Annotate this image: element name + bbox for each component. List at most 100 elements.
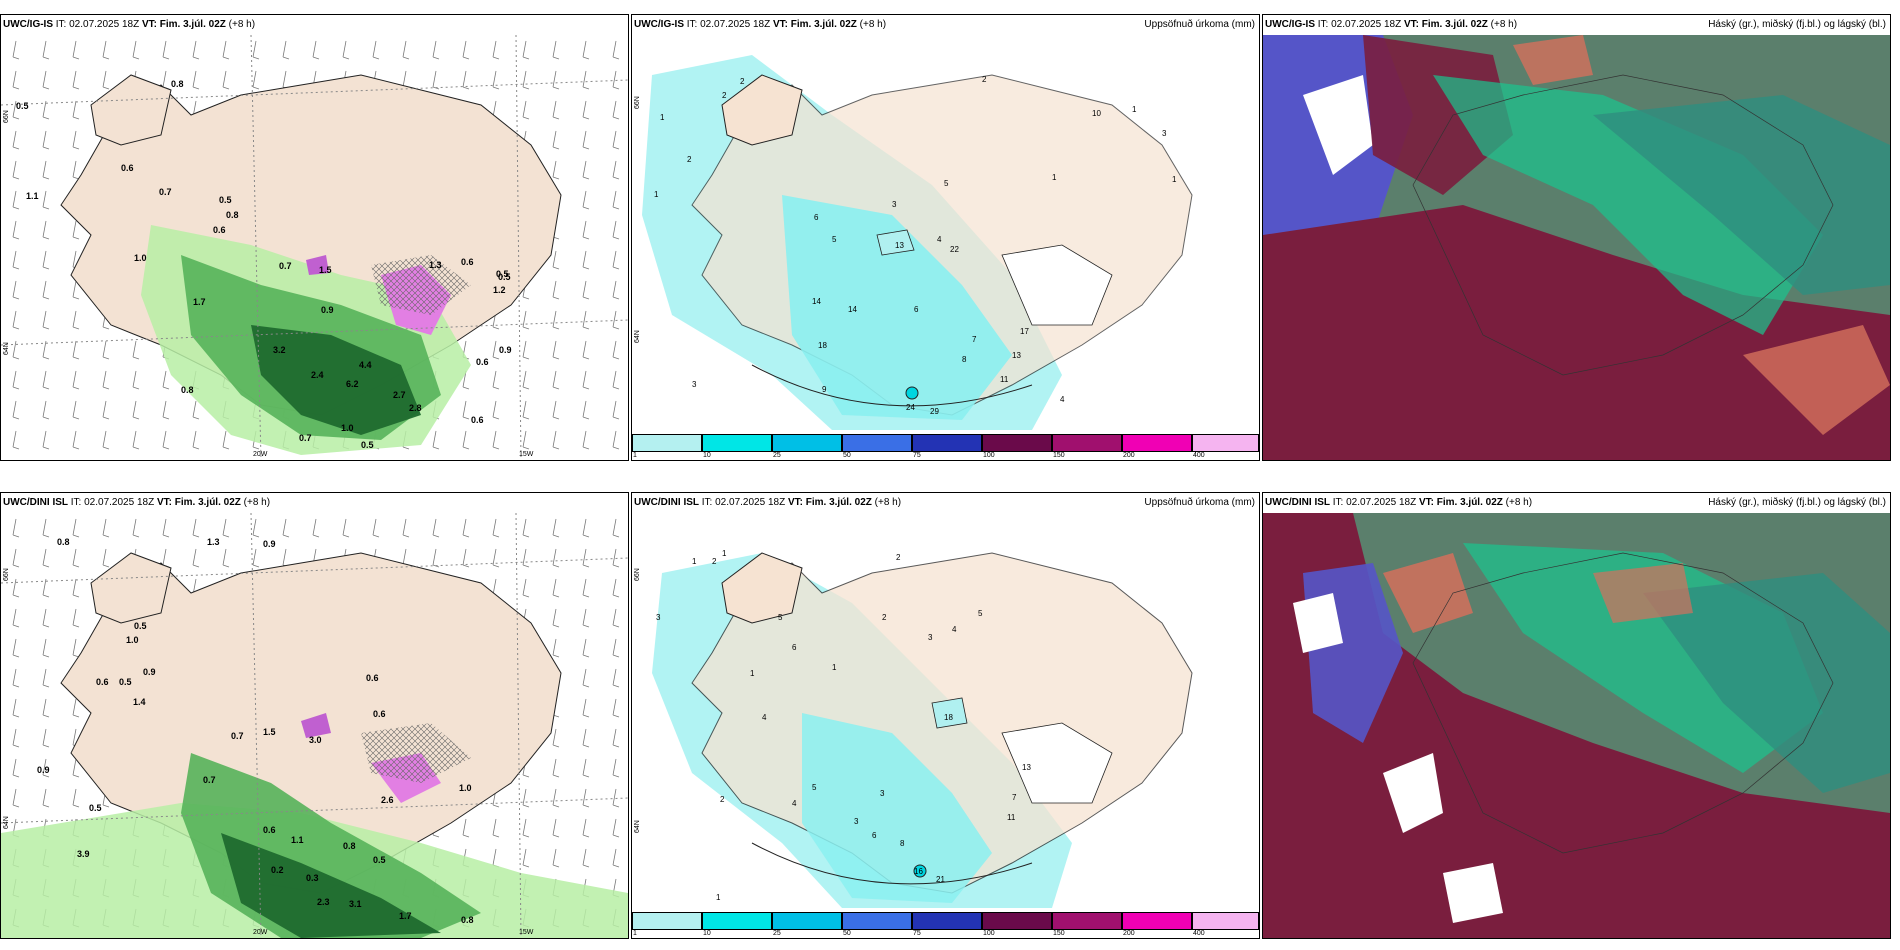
accum-value: 1 <box>722 549 727 558</box>
mixed-cloud-salmon <box>1383 553 1473 633</box>
accum-value: 16 <box>914 867 923 876</box>
colorbar-swatch <box>1052 912 1122 930</box>
colorbar-swatch <box>1052 434 1122 452</box>
colorbar-label: 100 <box>983 930 995 937</box>
accum-value: 6 <box>914 305 919 314</box>
panel-dini-clouds: UWC/DINI ISL IT: 02.07.2025 18Z VT: Fim.… <box>1262 492 1891 939</box>
accum-value: 2 <box>740 77 745 86</box>
value-label: 2.7 <box>393 390 406 400</box>
vt-value: Fim. 3.júl. 02Z <box>159 19 226 30</box>
glacier-outline <box>1001 722 1113 804</box>
value-label: 0.5 <box>496 269 509 279</box>
colorbar-swatch <box>1122 434 1192 452</box>
vt-value: Fim. 3.júl. 02Z <box>174 497 241 508</box>
clear-patch <box>1303 75 1373 175</box>
colorbar-label: 10 <box>703 452 711 459</box>
value-label: 1.4 <box>133 697 146 707</box>
value-label: 0.5 <box>119 677 132 687</box>
accum-value: 18 <box>818 341 827 350</box>
it-label: IT: <box>1332 497 1344 508</box>
map-area: 66N 64N 20W 15W 0.8 1.3 0.9 0.5 1.0 0.9 … <box>1 513 628 938</box>
value-label: 1.3 <box>429 260 442 270</box>
value-label: 1.0 <box>134 253 147 263</box>
panel-igis-precip-rate: UWC/IG-IS IT: 02.07.2025 18Z VT: Fim. 3.… <box>0 14 629 461</box>
value-label: 0.8 <box>171 79 184 89</box>
colorbar-swatch <box>632 434 702 452</box>
value-label: 0.9 <box>37 765 50 775</box>
value-label: 0.2 <box>271 865 284 875</box>
accum-value: 29 <box>930 407 939 416</box>
vt-value: Fim. 3.júl. 02Z <box>805 497 872 508</box>
clear-patch <box>1293 593 1343 653</box>
it-value: 02.07.2025 18Z <box>715 497 786 508</box>
map-area: 66N 64N 2 1 1 2 6 5 3 4 13 22 14 14 18 6… <box>632 35 1259 460</box>
sea-contour <box>751 364 1033 407</box>
accum-value: 1 <box>1132 105 1137 114</box>
colorbar-label: 75 <box>913 452 921 459</box>
glacier-outline-small <box>931 697 968 729</box>
model-name: UWC/IG-IS <box>1265 19 1315 30</box>
coastline <box>1412 552 1834 854</box>
value-label: 2.3 <box>317 897 330 907</box>
accum-value: 6 <box>792 643 797 652</box>
it-value: 02.07.2025 18Z <box>700 19 771 30</box>
value-label: 4.4 <box>359 360 372 370</box>
precip-green-dark <box>221 833 441 938</box>
vt-label: VT: <box>787 497 803 508</box>
value-label: 1.1 <box>291 835 304 845</box>
axis-lat64: 64N <box>3 816 10 829</box>
panel-header: UWC/IG-IS IT: 02.07.2025 18Z VT: Fim. 3.… <box>632 15 1259 35</box>
lon-20w <box>250 513 262 938</box>
accum-value: 2 <box>720 795 725 804</box>
vt-label: VT: <box>1403 19 1419 30</box>
colorbar-label: 400 <box>1193 452 1205 459</box>
colorbar-label: 150 <box>1053 930 1065 937</box>
colorbar-label: 25 <box>773 930 781 937</box>
accum-value: 2 <box>712 557 717 566</box>
clear-patch <box>1383 753 1443 833</box>
map-svg <box>652 552 1193 908</box>
colorbar-swatch <box>772 912 842 930</box>
vt-label: VT: <box>141 19 157 30</box>
value-label: 0.6 <box>366 673 379 683</box>
accum-value: 1 <box>832 663 837 672</box>
model-name: UWC/IG-IS <box>3 19 53 30</box>
glacier-outline-small <box>876 229 915 256</box>
value-label: 0.7 <box>299 433 312 443</box>
value-label: 1.2 <box>493 285 506 295</box>
accum-value: 21 <box>936 875 945 884</box>
accum-value: 11 <box>1000 375 1009 384</box>
mixed-cloud-salmon <box>1513 35 1593 85</box>
accum-value: 8 <box>900 839 905 848</box>
value-label: 3.1 <box>349 899 362 909</box>
lead-time: (+8 h) <box>874 497 902 508</box>
vt-label: VT: <box>772 19 788 30</box>
high-cloud-teal <box>1593 95 1890 295</box>
accum-value: 1 <box>660 113 665 122</box>
peak-marker <box>905 386 919 400</box>
value-label: 0.6 <box>121 163 134 173</box>
accum-value: 2 <box>896 553 901 562</box>
it-label: IT: <box>701 497 713 508</box>
colorbar-swatch <box>772 434 842 452</box>
it-value: 02.07.2025 18Z <box>84 497 155 508</box>
colorbar-swatch <box>912 434 982 452</box>
glacier-hatch <box>371 255 471 315</box>
colorbar-label: 50 <box>843 930 851 937</box>
accum-value: 13 <box>1012 351 1021 360</box>
panel-header: UWC/IG-IS IT: 02.07.2025 18Z VT: Fim. 3.… <box>1 15 628 35</box>
accum-value: 13 <box>895 241 904 250</box>
value-label: 0.8 <box>181 385 194 395</box>
colorbar-swatch <box>1192 434 1259 452</box>
colorbar-label: 100 <box>983 452 995 459</box>
map-area: 66N 64N 20W 15W 0.8 0.5 1.1 0.6 0.7 0.5 … <box>1 35 628 460</box>
lead-time: (+8 h) <box>1490 19 1518 30</box>
lon-15w <box>515 35 522 460</box>
value-label: 1.7 <box>399 911 412 921</box>
value-label: 1.1 <box>26 191 39 201</box>
colorbar-label: 150 <box>1053 452 1065 459</box>
colorbar-swatch <box>702 912 772 930</box>
value-label: 0.5 <box>219 195 232 205</box>
accum-value: 3 <box>692 380 697 389</box>
axis-lat66: 66N <box>3 110 10 123</box>
